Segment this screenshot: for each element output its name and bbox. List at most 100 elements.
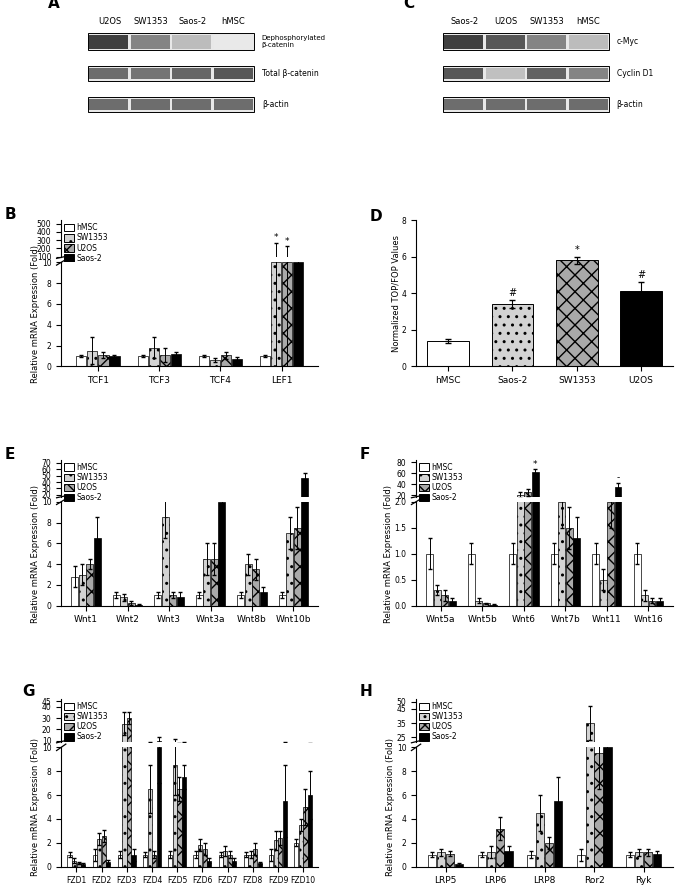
- Text: F: F: [360, 446, 370, 461]
- Bar: [196, 596, 203, 605]
- Bar: [301, 127, 308, 605]
- Bar: [152, 855, 156, 867]
- Bar: [554, 765, 562, 773]
- Bar: [269, 750, 273, 752]
- Bar: [81, 864, 85, 867]
- Bar: [644, 772, 652, 773]
- Bar: [252, 569, 259, 605]
- Bar: [86, 505, 93, 508]
- Bar: [76, 356, 86, 366]
- Bar: [577, 772, 585, 773]
- Bar: [102, 836, 106, 867]
- Bar: [603, 748, 611, 867]
- Text: β-actin: β-actin: [617, 100, 643, 108]
- Bar: [641, 596, 648, 605]
- Bar: [173, 765, 177, 867]
- Bar: [649, 601, 656, 605]
- Bar: [524, 493, 531, 506]
- Bar: [273, 749, 278, 752]
- Bar: [228, 750, 232, 752]
- Bar: [271, 262, 281, 366]
- Text: U2OS: U2OS: [494, 17, 517, 26]
- Bar: [527, 772, 535, 773]
- Text: C: C: [403, 0, 414, 11]
- Bar: [137, 356, 148, 366]
- Bar: [86, 565, 93, 605]
- Bar: [223, 750, 227, 752]
- Bar: [160, 355, 170, 366]
- Text: E: E: [5, 446, 15, 461]
- Bar: [214, 68, 253, 79]
- Bar: [554, 801, 562, 867]
- Y-axis label: Relative mRNA Expression (Fold): Relative mRNA Expression (Fold): [31, 485, 41, 622]
- Bar: [177, 789, 182, 867]
- Bar: [517, 0, 524, 605]
- Bar: [600, 580, 607, 605]
- Text: #: #: [637, 270, 645, 280]
- Bar: [88, 66, 254, 81]
- Bar: [545, 843, 553, 867]
- Bar: [283, 746, 287, 752]
- Bar: [211, 559, 218, 605]
- Bar: [279, 596, 286, 605]
- Bar: [252, 506, 259, 508]
- Bar: [198, 749, 202, 752]
- Text: A: A: [48, 0, 60, 11]
- Y-axis label: Relative mRNA Expression (Fold): Relative mRNA Expression (Fold): [386, 738, 395, 876]
- Bar: [219, 855, 223, 867]
- Bar: [156, 741, 161, 752]
- Text: Dephosphorylated
β-catenin: Dephosphorylated β-catenin: [262, 36, 326, 48]
- Bar: [214, 99, 253, 110]
- Bar: [260, 356, 270, 366]
- Bar: [214, 35, 253, 49]
- Text: D: D: [370, 209, 382, 223]
- Bar: [644, 853, 652, 867]
- Bar: [427, 341, 469, 366]
- Bar: [505, 852, 513, 867]
- Bar: [483, 603, 490, 605]
- Bar: [79, 574, 86, 605]
- Bar: [131, 68, 170, 79]
- Text: Total β-catenin: Total β-catenin: [262, 69, 318, 78]
- Bar: [428, 772, 437, 773]
- Text: *: *: [533, 460, 537, 469]
- Bar: [162, 517, 169, 605]
- Bar: [505, 771, 513, 773]
- Bar: [72, 861, 76, 867]
- Bar: [253, 849, 257, 867]
- Bar: [203, 849, 207, 867]
- Bar: [568, 35, 608, 49]
- Bar: [258, 863, 262, 867]
- Bar: [299, 748, 303, 752]
- Bar: [106, 862, 110, 867]
- Bar: [273, 840, 278, 867]
- Bar: [487, 772, 495, 773]
- Bar: [487, 853, 495, 867]
- Bar: [127, 718, 131, 752]
- Bar: [97, 839, 101, 867]
- Bar: [437, 772, 445, 773]
- Bar: [253, 750, 257, 752]
- Bar: [443, 97, 609, 112]
- Bar: [444, 68, 483, 79]
- Bar: [286, 533, 293, 605]
- Text: SW1353: SW1353: [134, 17, 169, 26]
- Bar: [233, 861, 237, 867]
- Bar: [446, 853, 454, 867]
- Bar: [173, 35, 211, 49]
- Bar: [527, 35, 566, 49]
- Bar: [113, 596, 120, 605]
- Bar: [592, 554, 599, 605]
- Bar: [182, 743, 186, 752]
- Bar: [245, 565, 252, 605]
- Bar: [118, 855, 122, 867]
- Bar: [244, 750, 248, 752]
- Bar: [203, 505, 210, 508]
- Legend: hMSC, SW1353, U2OS, Saos-2: hMSC, SW1353, U2OS, Saos-2: [63, 461, 109, 504]
- Bar: [556, 260, 598, 366]
- Bar: [282, 262, 292, 366]
- Bar: [237, 596, 244, 605]
- Bar: [551, 554, 558, 605]
- Bar: [218, 501, 225, 508]
- Bar: [71, 506, 78, 508]
